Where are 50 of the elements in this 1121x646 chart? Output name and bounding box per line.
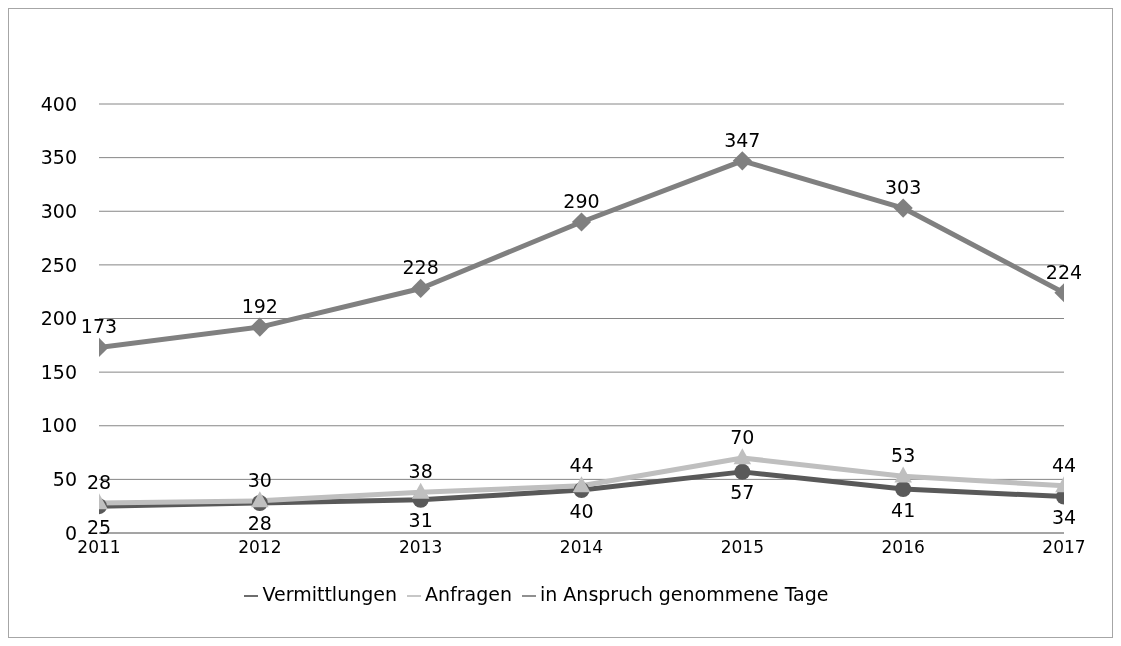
data-label: 53: [891, 444, 916, 467]
point: [732, 151, 752, 171]
legend-label: Vermittlungen: [262, 583, 398, 605]
data-label: 34: [1051, 506, 1077, 529]
data-label: 28: [86, 470, 112, 493]
data-label: 31: [408, 509, 433, 532]
point: [734, 463, 751, 480]
data-label: 70: [730, 425, 755, 448]
data-label: 40: [569, 499, 594, 522]
data-label: 303: [885, 176, 922, 199]
legend-label: Anfragen: [425, 583, 512, 605]
y-tick-label: 50: [52, 468, 77, 491]
point: [733, 448, 752, 465]
data-label: 41: [891, 498, 916, 521]
data-label: 224: [1045, 260, 1083, 283]
x-tick-label: 2014: [559, 537, 604, 558]
legend-label: in Anspruch genommene Tage: [540, 583, 829, 605]
point: [250, 317, 270, 337]
x-tick-label: 2012: [238, 537, 282, 558]
data-label: 38: [408, 460, 433, 483]
x-tick-label: 2013: [399, 537, 443, 558]
data-label: 347: [724, 128, 761, 151]
data-label: 192: [241, 295, 278, 318]
x-tick-label: 2015: [720, 537, 764, 558]
data-label: 44: [1051, 453, 1077, 476]
point: [411, 482, 430, 499]
x-tick-label: 2011: [77, 537, 121, 558]
point: [571, 212, 592, 232]
data-label: 28: [247, 512, 272, 535]
y-tick-label: 100: [40, 414, 77, 437]
y-tick-label: 150: [40, 360, 77, 383]
data-label: 228: [402, 256, 439, 279]
point: [411, 278, 431, 299]
y-tick-label: 300: [40, 199, 77, 222]
x-tick-label: 2017: [1042, 537, 1086, 558]
data-label: 25: [86, 515, 112, 538]
y-tick-label: 400: [40, 92, 77, 115]
data-label: 290: [563, 189, 600, 212]
y-tick-label: 350: [40, 146, 77, 169]
data-label: 44: [569, 453, 594, 476]
data-label: 57: [730, 481, 755, 504]
y-tick-label: 0: [64, 521, 77, 544]
data-label: 173: [80, 315, 118, 338]
y-tick-label: 200: [40, 307, 77, 330]
data-label: 30: [247, 468, 272, 491]
y-tick-label: 250: [40, 253, 77, 276]
point: [893, 198, 913, 218]
point: [894, 466, 912, 483]
point: [572, 476, 591, 493]
x-tick-label: 2016: [881, 537, 925, 558]
